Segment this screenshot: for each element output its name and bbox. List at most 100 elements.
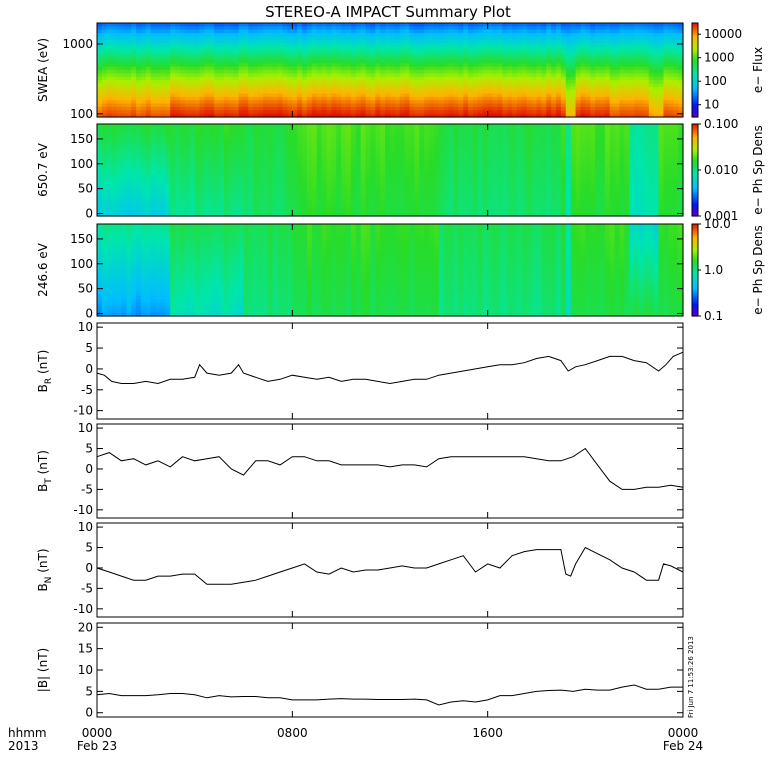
spectrogram-cell [292, 206, 298, 211]
spectrogram-cell [473, 63, 479, 68]
spectrogram-cell [365, 56, 372, 61]
spectrogram-cell [346, 137, 352, 142]
spectrogram-cell [507, 66, 513, 71]
spectrogram-cell [292, 96, 298, 101]
spectrogram-cell [502, 36, 508, 41]
spectrogram-cell [170, 59, 176, 64]
spectrogram-cell [150, 56, 157, 61]
spectrogram-cell [546, 103, 552, 108]
spectrogram-cell [175, 29, 181, 34]
spectrogram-cell [336, 127, 342, 132]
spectrogram-cell [292, 93, 298, 98]
spectrogram-cell [282, 133, 289, 138]
spectrogram-cell [404, 86, 411, 91]
spectrogram-cell [424, 63, 430, 68]
spectrogram-cell [321, 209, 328, 214]
spectrogram-cell [116, 196, 123, 201]
spectrogram-cell [180, 186, 186, 191]
spectrogram-cell [267, 93, 274, 98]
spectrogram-cell [370, 113, 376, 118]
spectrogram-cell [424, 86, 430, 91]
spectrogram-cell [282, 170, 289, 174]
spectrogram-cell [297, 153, 303, 158]
spectrogram-cell [365, 90, 372, 95]
spectrogram-cell [609, 70, 616, 74]
spectrogram-cell [409, 53, 416, 58]
spectrogram-cell [375, 49, 381, 54]
spectrogram-cell [341, 100, 347, 105]
spectrogram-cell [385, 63, 391, 68]
spectrogram-cell [331, 183, 337, 188]
spectrogram-cell [219, 49, 225, 54]
spectrogram-cell [375, 212, 381, 217]
spectrogram-cell [468, 93, 474, 98]
spectrogram-cell [297, 202, 303, 207]
spectrogram-cell [253, 133, 259, 138]
spectrogram-cell [624, 56, 630, 61]
spectrogram-cell [385, 59, 391, 64]
spectrogram-cell [673, 96, 679, 101]
spectrogram-cell [399, 56, 406, 61]
spectrogram-cell [341, 63, 347, 68]
spectrogram-cell [248, 189, 254, 194]
spectrogram-cell [380, 93, 386, 98]
spectrogram-cell [155, 80, 162, 85]
spectrogram-cell [204, 150, 210, 155]
spectrogram-cell [292, 39, 298, 44]
spectrogram-cell [180, 147, 186, 151]
spectrogram-cell [385, 80, 391, 85]
spectrogram-cell [624, 113, 630, 118]
spectrogram-cell [204, 199, 210, 204]
spectrogram-cell [477, 26, 484, 31]
spectrogram-cell [233, 189, 240, 194]
spectrogram-cell [267, 33, 274, 38]
spectrogram-cell [306, 140, 313, 145]
spectrogram-cell [155, 113, 162, 118]
spectrogram-cell [502, 76, 508, 81]
spectrogram-cell [678, 26, 684, 31]
spectrogram-cell [619, 70, 625, 74]
spectrogram-cell [350, 143, 357, 148]
spectrogram-cell [175, 186, 181, 191]
spectrogram-cell [175, 113, 181, 118]
spectrogram-cell [668, 26, 674, 31]
spectrogram-cell [404, 49, 411, 54]
spectrogram-cell [468, 76, 474, 81]
spectrogram-cell [258, 110, 264, 115]
spectrogram-cell [360, 166, 367, 171]
spectrogram-cell [199, 103, 206, 108]
spectrogram-cell [643, 53, 650, 58]
spectrogram-cell [473, 33, 479, 38]
spectrogram-cell [228, 23, 235, 27]
spectrogram-cell [121, 127, 127, 132]
spectrogram-cell [267, 59, 274, 64]
spectrogram-cell [355, 39, 362, 44]
spectrogram-cell [614, 76, 621, 81]
spectrogram-cell [477, 83, 484, 88]
spectrogram-cell [341, 86, 347, 91]
spectrogram-cell [253, 173, 259, 178]
spectrogram-cell [634, 29, 640, 34]
spectrogram-cell [131, 36, 137, 41]
spectrogram-cell [140, 33, 147, 38]
spectrogram-cell [297, 73, 303, 78]
spectrogram-cell [370, 66, 376, 71]
spectrogram-cell [282, 140, 289, 145]
spectrogram-cell [219, 43, 225, 48]
spectrogram-cell [306, 199, 313, 204]
spectrogram-cell [277, 66, 284, 71]
spectrogram-cell [658, 113, 665, 118]
spectrogram-cell [116, 103, 123, 108]
spectrogram-cell [126, 73, 132, 78]
spectrogram-cell [121, 59, 127, 64]
spectrogram-cell [390, 83, 396, 88]
spectrogram-cell [140, 66, 147, 71]
spectrogram-cell [443, 33, 450, 38]
spectrogram-cell [375, 53, 381, 58]
spectrogram-cell [551, 26, 557, 31]
spectrogram-cell [116, 212, 123, 217]
spectrogram-cell [580, 49, 586, 54]
spectrogram-cell [575, 80, 582, 85]
spectrogram-cell [116, 137, 123, 142]
spectrogram-cell [302, 176, 308, 181]
